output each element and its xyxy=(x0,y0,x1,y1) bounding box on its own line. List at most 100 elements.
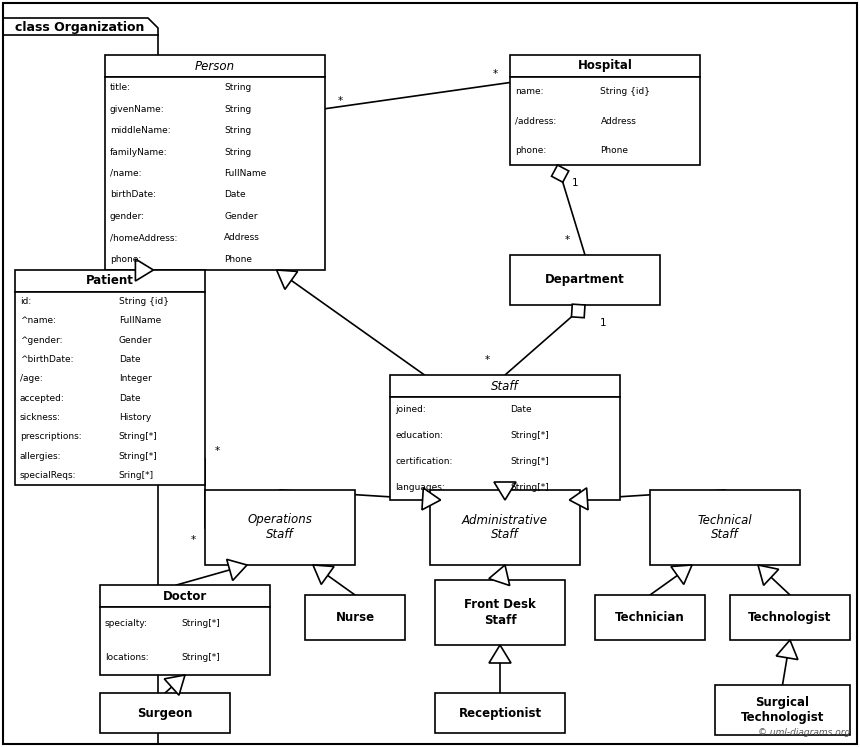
Bar xyxy=(435,580,565,645)
Text: /homeAddress:: /homeAddress: xyxy=(110,233,177,242)
Text: prescriptions:: prescriptions: xyxy=(20,433,82,441)
Text: *: * xyxy=(493,69,498,79)
Text: *: * xyxy=(190,535,195,545)
Bar xyxy=(430,490,580,565)
Text: sickness:: sickness: xyxy=(20,413,61,422)
Polygon shape xyxy=(135,259,153,281)
Text: class Organization: class Organization xyxy=(15,20,144,34)
Bar xyxy=(100,585,270,607)
Bar xyxy=(730,595,850,640)
Text: Patient: Patient xyxy=(86,274,134,288)
Text: *: * xyxy=(214,446,219,456)
Text: Technician: Technician xyxy=(615,611,685,624)
Text: ^name:: ^name: xyxy=(20,317,56,326)
Text: String {id}: String {id} xyxy=(600,87,650,96)
Text: Date: Date xyxy=(119,394,140,403)
Bar xyxy=(650,490,800,565)
Bar xyxy=(390,397,620,500)
Text: Hospital: Hospital xyxy=(578,60,632,72)
Text: String[*]: String[*] xyxy=(119,451,157,461)
Text: birthDate:: birthDate: xyxy=(110,190,156,199)
Text: String: String xyxy=(224,83,252,92)
Text: Address: Address xyxy=(224,233,261,242)
Bar xyxy=(15,270,205,292)
Text: Integer: Integer xyxy=(119,374,151,383)
Text: Front Desk
Staff: Front Desk Staff xyxy=(464,598,536,627)
Text: Staff: Staff xyxy=(491,379,519,392)
Bar xyxy=(205,490,355,565)
Text: id:: id: xyxy=(20,297,31,306)
Text: Operations
Staff: Operations Staff xyxy=(248,513,312,542)
Text: Date: Date xyxy=(119,355,140,364)
Bar xyxy=(510,255,660,305)
Text: languages:: languages: xyxy=(395,483,445,492)
Text: specialReqs:: specialReqs: xyxy=(20,471,77,480)
Text: Administrative
Staff: Administrative Staff xyxy=(462,513,548,542)
Text: name:: name: xyxy=(515,87,544,96)
Text: Technical
Staff: Technical Staff xyxy=(697,513,752,542)
Text: String[*]: String[*] xyxy=(181,619,220,628)
Polygon shape xyxy=(569,488,588,509)
Text: String[*]: String[*] xyxy=(181,654,220,663)
Text: 1: 1 xyxy=(599,318,606,328)
Bar xyxy=(715,685,850,735)
Polygon shape xyxy=(422,488,440,510)
Text: specialty:: specialty: xyxy=(105,619,148,628)
Polygon shape xyxy=(489,645,511,663)
Text: © uml-diagrams.org: © uml-diagrams.org xyxy=(758,728,850,737)
Bar xyxy=(100,607,270,675)
Text: phone:: phone: xyxy=(110,255,141,264)
Bar xyxy=(510,55,700,77)
Text: joined:: joined: xyxy=(395,406,426,415)
Bar xyxy=(105,77,325,270)
Text: /address:: /address: xyxy=(515,117,556,125)
Text: givenName:: givenName: xyxy=(110,105,164,114)
Bar xyxy=(305,595,405,640)
Text: gender:: gender: xyxy=(110,212,145,221)
Text: /age:: /age: xyxy=(20,374,43,383)
Text: String[*]: String[*] xyxy=(510,457,549,466)
Polygon shape xyxy=(277,270,298,289)
Polygon shape xyxy=(227,560,247,580)
Text: String: String xyxy=(224,126,252,135)
Bar xyxy=(105,55,325,77)
Text: Phone: Phone xyxy=(224,255,252,264)
Text: Nurse: Nurse xyxy=(335,611,375,624)
Polygon shape xyxy=(571,304,585,317)
Text: Phone: Phone xyxy=(600,146,629,155)
Text: Gender: Gender xyxy=(119,335,152,345)
Text: *: * xyxy=(484,355,489,365)
Text: String {id}: String {id} xyxy=(119,297,169,306)
Text: Receptionist: Receptionist xyxy=(458,707,542,719)
Text: History: History xyxy=(119,413,151,422)
Text: certification:: certification: xyxy=(395,457,452,466)
Text: Surgical
Technologist: Surgical Technologist xyxy=(740,696,824,724)
Text: Doctor: Doctor xyxy=(163,589,207,603)
Text: ^gender:: ^gender: xyxy=(20,335,63,345)
Polygon shape xyxy=(494,482,516,500)
Text: 1: 1 xyxy=(572,178,579,188)
Polygon shape xyxy=(777,640,798,660)
Bar xyxy=(435,693,565,733)
Polygon shape xyxy=(164,675,185,695)
Text: Date: Date xyxy=(224,190,246,199)
Text: title:: title: xyxy=(110,83,131,92)
Text: *: * xyxy=(564,235,569,245)
Text: middleName:: middleName: xyxy=(110,126,170,135)
Text: String[*]: String[*] xyxy=(510,483,549,492)
Text: String[*]: String[*] xyxy=(510,431,549,440)
Text: String[*]: String[*] xyxy=(119,433,157,441)
Text: Address: Address xyxy=(600,117,636,125)
Text: FullName: FullName xyxy=(224,169,267,178)
Text: Surgeon: Surgeon xyxy=(138,707,193,719)
Text: familyName:: familyName: xyxy=(110,148,168,157)
Polygon shape xyxy=(551,165,568,182)
Text: FullName: FullName xyxy=(119,317,161,326)
Text: String: String xyxy=(224,105,252,114)
Polygon shape xyxy=(488,565,510,586)
Text: *: * xyxy=(337,96,342,106)
Bar xyxy=(100,693,230,733)
Text: Department: Department xyxy=(545,273,625,287)
Text: ^birthDate:: ^birthDate: xyxy=(20,355,73,364)
Polygon shape xyxy=(313,565,334,584)
